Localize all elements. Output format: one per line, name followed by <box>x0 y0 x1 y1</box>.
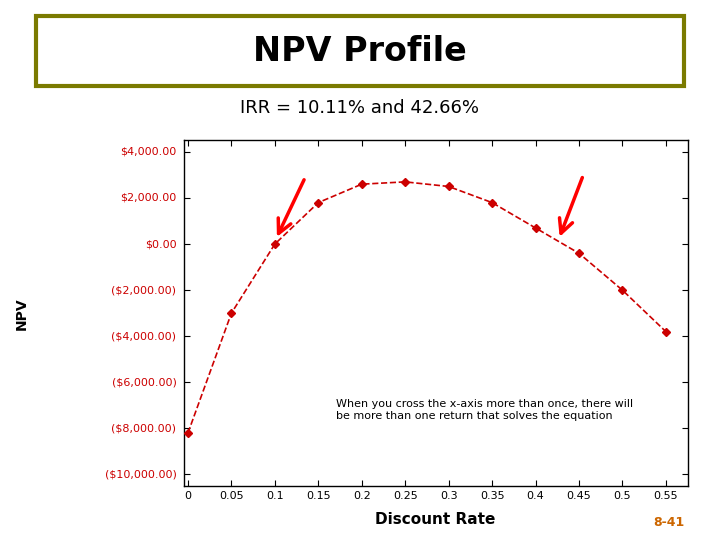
Text: $2,000.00: $2,000.00 <box>120 193 176 203</box>
Text: ($10,000.00): ($10,000.00) <box>104 469 176 480</box>
Text: Discount Rate: Discount Rate <box>375 511 496 526</box>
Text: $0.00: $0.00 <box>145 239 176 249</box>
Text: ($4,000.00): ($4,000.00) <box>112 331 176 341</box>
Text: When you cross the x-axis more than once, there will
be more than one return tha: When you cross the x-axis more than once… <box>336 399 633 421</box>
Text: NPV: NPV <box>14 297 29 329</box>
Text: ($2,000.00): ($2,000.00) <box>112 285 176 295</box>
Text: $4,000.00: $4,000.00 <box>120 147 176 157</box>
Text: IRR = 10.11% and 42.66%: IRR = 10.11% and 42.66% <box>240 99 480 117</box>
Text: NPV Profile: NPV Profile <box>253 35 467 68</box>
Text: ($6,000.00): ($6,000.00) <box>112 377 176 387</box>
Text: ($8,000.00): ($8,000.00) <box>112 423 176 434</box>
Text: 8-41: 8-41 <box>653 516 684 529</box>
